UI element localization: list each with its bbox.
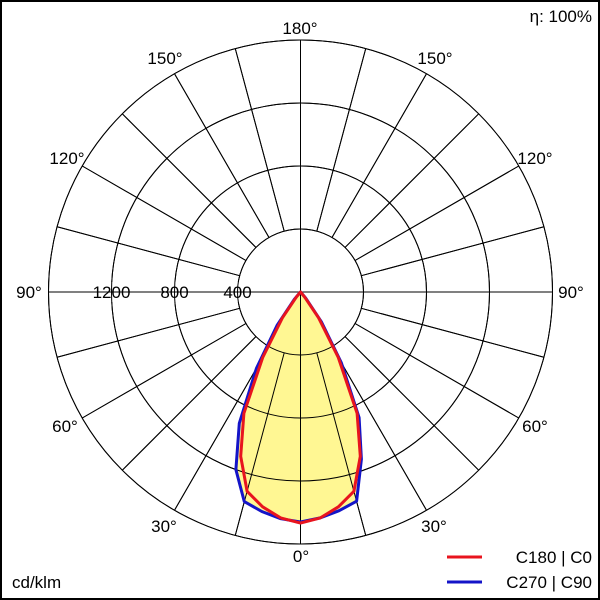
grid-spoke xyxy=(354,323,519,419)
grid-spoke xyxy=(344,113,480,248)
labels: 180° 0° 150° 150° 120° 120° 90° 90° 60° … xyxy=(12,7,592,592)
grid-spoke xyxy=(56,226,240,277)
grid-spoke xyxy=(121,113,257,248)
grid-spoke xyxy=(121,336,257,471)
angle-label-left-120: 120° xyxy=(49,149,84,168)
angle-label-left-60: 60° xyxy=(52,417,78,436)
angle-label-left-90: 90° xyxy=(16,283,42,302)
curves xyxy=(234,290,363,525)
legend: C180 | C0 C270 | C90 xyxy=(447,548,592,592)
angle-label-0: 0° xyxy=(293,547,309,566)
grid-spoke xyxy=(174,73,270,238)
grid-spoke xyxy=(331,346,427,511)
grid-spoke xyxy=(316,352,367,536)
angle-label-right-150: 150° xyxy=(417,49,452,68)
grid-spoke xyxy=(56,307,240,358)
grid-spoke xyxy=(234,48,285,232)
angle-label-right-120: 120° xyxy=(517,149,552,168)
intensity-fill xyxy=(235,292,362,522)
angle-label-right-30: 30° xyxy=(421,517,447,536)
unit-label: cd/klm xyxy=(12,573,61,592)
grid-spoke xyxy=(361,226,545,277)
angle-label-right-90: 90° xyxy=(558,283,584,302)
grid-spoke xyxy=(82,165,247,261)
grid-spoke xyxy=(354,165,519,261)
legend-label-c180-c0: C180 | C0 xyxy=(516,548,592,567)
grid-spoke xyxy=(82,323,247,419)
angle-label-left-150: 150° xyxy=(147,49,182,68)
series-curve-c180c0 xyxy=(239,290,362,525)
grid xyxy=(48,39,553,545)
grid-spoke xyxy=(344,336,480,471)
angle-label-right-60: 60° xyxy=(522,417,548,436)
angle-label-left-30: 30° xyxy=(151,517,177,536)
efficiency-label: η: 100% xyxy=(530,7,592,26)
grid-spoke xyxy=(234,352,285,536)
grid-spoke xyxy=(361,307,545,358)
grid-spoke xyxy=(316,48,367,232)
angle-label-180: 180° xyxy=(282,19,317,38)
legend-label-c270-c90: C270 | C90 xyxy=(506,573,592,592)
grid-spoke xyxy=(331,73,427,238)
